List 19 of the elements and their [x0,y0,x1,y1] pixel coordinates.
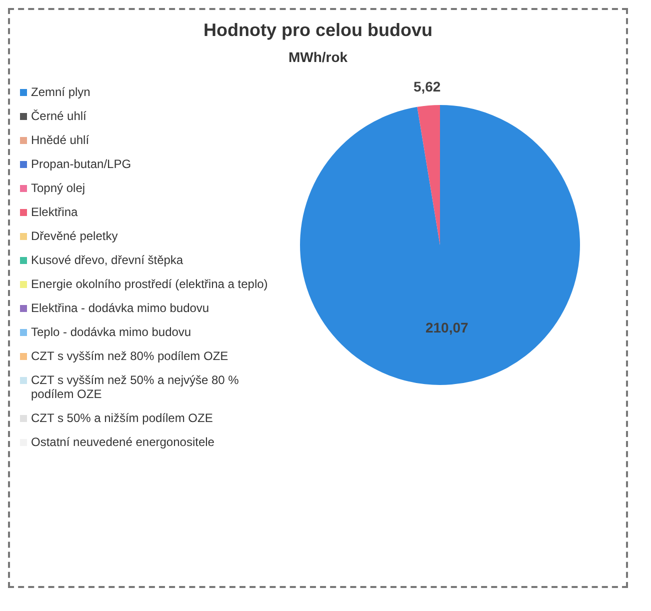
legend-label: Dřevěné peletky [31,229,118,243]
legend-label: Zemní plyn [31,85,90,99]
legend-label: Ostatní neuvedené energonositele [31,435,214,449]
legend-label: CZT s vyšším než 50% a nejvýše 80 % podílem OZE [31,373,240,401]
legend-label: Teplo - dodávka mimo budovu [31,325,192,339]
legend-label: Kusové dřevo, dřevní štěpka [31,253,184,267]
data-label: 5,62 [413,78,441,94]
legend-label: Černé uhlí [31,109,86,123]
legend-label: CZT s vyšším než 80% podílem OZE [31,349,228,363]
chart-subtitle: MWh/rok [287,49,349,65]
legend-label: Elektřina - dodávka mimo budovu [31,301,210,315]
legend-label: CZT s 50% a nižším podílem OZE [31,411,213,425]
data-label: 210,07 [425,320,468,336]
legend-label: Energie okolního prostředí (elektřina a teplo) [31,277,268,291]
legend-label: Topný olej [31,181,86,195]
legend-label: Hnědé uhlí [31,133,90,147]
legend-label: Propan-butan/LPG [31,157,132,171]
legend-label: Elektřina [31,205,78,219]
chart-title: Hodnoty pro celou budovu [202,20,434,41]
